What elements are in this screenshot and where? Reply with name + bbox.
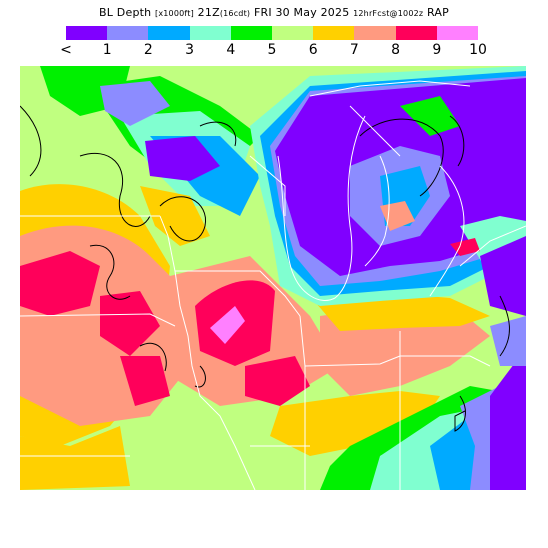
depth-band-6-southwest <box>20 426 130 490</box>
title-model: RAP <box>427 6 449 19</box>
title-units: [x1000ft] <box>155 9 194 18</box>
legend-label-0: < <box>60 42 72 58</box>
title-date: FRI 30 May 2025 <box>253 6 350 19</box>
legend-label-2: 2 <box>143 42 153 58</box>
depth-band-0-north <box>145 136 220 181</box>
legend-label-3: 3 <box>185 42 195 58</box>
map-canvas <box>20 66 526 490</box>
legend-label-10: 10 <box>469 42 487 58</box>
legend-swatch-8 <box>395 26 437 40</box>
depth-band-0-east <box>480 236 526 316</box>
terrain-contours <box>20 105 510 432</box>
bl-depth-shading <box>20 66 526 490</box>
legend-label-8: 8 <box>391 42 401 58</box>
legend-labels: <1 2 3 4 5 6 7 8 9 10 <box>60 42 487 58</box>
legend-label-9: 9 <box>432 42 442 58</box>
map-title: BL Depth [x1000ft] 21Z(16cdt) FRI 30 May… <box>0 6 548 19</box>
depth-band-0-southeast <box>490 346 526 490</box>
depth-band-6-north <box>140 186 210 246</box>
depth-band-4-lake-north <box>400 96 460 136</box>
color-legend <box>66 26 479 40</box>
legend-label-1: 1 <box>102 42 112 58</box>
state-borders <box>20 105 491 490</box>
legend-label-6: 6 <box>308 42 318 58</box>
legend-swatch-3 <box>189 26 231 40</box>
depth-band-6-south <box>270 391 440 456</box>
depth-band-8-south-2 <box>120 356 170 406</box>
title-field: BL Depth <box>99 6 152 19</box>
title-local-time: (16cdt) <box>219 9 251 18</box>
depth-band-8-south <box>245 356 310 406</box>
legend-swatch-4 <box>230 26 273 40</box>
depth-band-8-west-2 <box>100 291 160 356</box>
legend-swatch-2 <box>148 26 190 40</box>
legend-swatch-6 <box>313 26 355 40</box>
legend-swatch-7 <box>354 26 396 40</box>
legend-swatch-5 <box>272 26 314 40</box>
depth-band-8-west <box>20 251 100 316</box>
legend-swatch-9 <box>436 26 479 40</box>
bl-depth-map <box>20 66 526 490</box>
depth-band-1-north <box>100 81 170 126</box>
depth-band-9 <box>210 306 245 344</box>
lake-shorelines <box>277 80 526 301</box>
title-forecast-info: 12hrFcst@1002z <box>353 9 424 18</box>
legend-swatch-0 <box>66 26 108 40</box>
legend-swatch-1 <box>107 26 149 40</box>
legend-label-5: 5 <box>267 42 277 58</box>
title-valid-time: 21Z <box>197 6 220 19</box>
legend-label-4: 4 <box>226 42 236 58</box>
legend-label-7: 7 <box>349 42 359 58</box>
